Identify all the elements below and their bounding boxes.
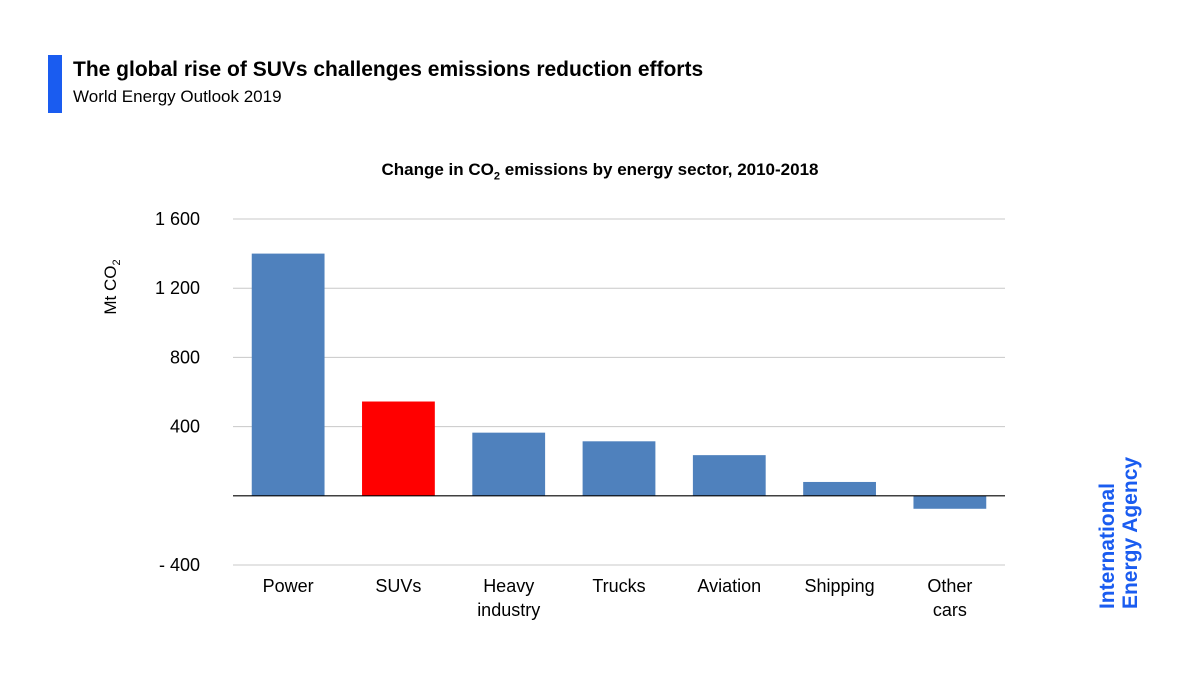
chart-title-post: emissions by energy sector, 2010-2018 (500, 160, 819, 179)
iea-logo-line2: Energy Agency (1119, 456, 1142, 610)
bar (472, 432, 546, 496)
bar (692, 455, 766, 496)
bar (803, 481, 876, 496)
bar (362, 401, 435, 496)
x-tick-label: Aviation (697, 576, 761, 596)
x-tick-label: cars (933, 600, 967, 620)
y-tick-label: 400 (170, 417, 200, 437)
page-title: The global rise of SUVs challenges emiss… (73, 58, 704, 81)
chart-title-sub: 2 (493, 170, 501, 183)
page-subtitle: World Energy Outlook 2019 (73, 87, 282, 106)
x-tick-label: Trucks (592, 576, 645, 596)
y-tick-label: 1 200 (155, 278, 200, 298)
y-tick-label: 800 (170, 347, 200, 367)
bar (251, 253, 325, 496)
y-tick-label: - 400 (159, 555, 200, 575)
x-tick-label: SUVs (375, 576, 421, 596)
iea-logo-line1: International (1096, 483, 1119, 610)
bar (582, 441, 656, 496)
title-accent-bar (48, 55, 62, 113)
y-tick-label: 1 600 (155, 209, 200, 229)
x-tick-label: Power (263, 576, 314, 596)
x-tick-label: industry (477, 600, 540, 620)
chart-title-pre: Change in CO (381, 160, 494, 179)
x-tick-label: Heavy (483, 576, 534, 596)
bar (913, 495, 987, 509)
iea-logo: International Energy Agency (1096, 457, 1142, 609)
x-tick-label: Shipping (805, 576, 875, 596)
chart-title: Change in CO2 emissions by energy sector… (0, 160, 1200, 182)
x-tick-label: Other (927, 576, 972, 596)
